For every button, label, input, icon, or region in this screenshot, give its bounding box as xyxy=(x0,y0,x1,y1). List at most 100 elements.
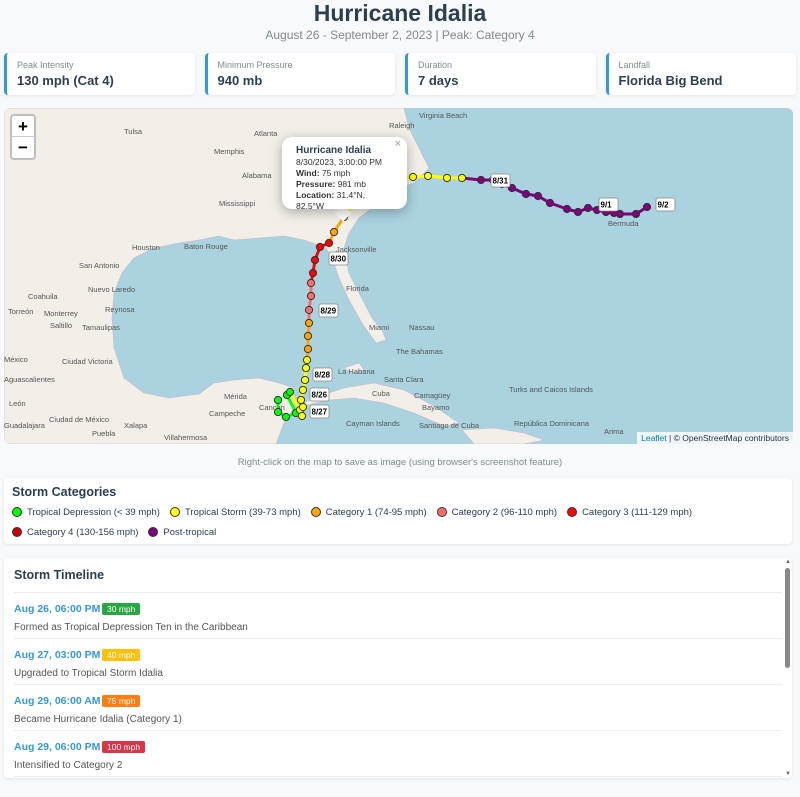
track-point[interactable] xyxy=(306,278,316,288)
track-point[interactable] xyxy=(297,411,307,421)
track-point[interactable] xyxy=(315,242,325,252)
track-point[interactable] xyxy=(304,318,314,328)
track-point[interactable] xyxy=(573,207,583,217)
track-point[interactable] xyxy=(583,203,593,213)
track-point[interactable] xyxy=(300,375,310,385)
place-label: Aguascalientes xyxy=(4,375,55,384)
category-dot-icon xyxy=(148,527,159,537)
event-date: Aug 29, 06:00 AM xyxy=(14,695,101,707)
place-label: Raleigh xyxy=(389,121,414,130)
legend-item: Tropical Storm (39-73 mph) xyxy=(169,505,301,519)
place-label: Coahuila xyxy=(28,292,58,301)
wind-badge: 100 mph xyxy=(102,741,146,753)
track-point[interactable] xyxy=(298,402,308,412)
track-point[interactable] xyxy=(302,355,312,365)
date-label: 8/28 xyxy=(312,367,333,382)
track-point[interactable] xyxy=(298,385,308,395)
track-point[interactable] xyxy=(408,172,418,182)
timeline-event: Aug 30, 03:00 AM120 mphFurther strengthe… xyxy=(14,777,782,778)
place-label: Villahermosa xyxy=(164,433,208,442)
popup-title: Hurricane Idalia xyxy=(296,145,372,156)
zoom-control: + − xyxy=(10,114,36,160)
track-point[interactable] xyxy=(457,173,467,183)
track-point[interactable] xyxy=(281,412,291,422)
wind-badge: 30 mph xyxy=(102,603,141,615)
popup-pressure: Pressure: 981 mb xyxy=(296,179,366,189)
track-point[interactable] xyxy=(507,183,517,193)
track-point[interactable] xyxy=(308,268,318,278)
svg-text:8/28: 8/28 xyxy=(315,371,331,380)
track-point[interactable] xyxy=(423,171,433,181)
scrollbar-thumb[interactable] xyxy=(785,568,790,668)
track-point[interactable] xyxy=(303,331,313,341)
scroll-down-arrow[interactable]: ▼ xyxy=(785,771,791,777)
track-point[interactable] xyxy=(273,407,283,417)
place-label: Cuba xyxy=(372,389,391,398)
wind-badge: 40 mph xyxy=(102,649,141,661)
track-point[interactable] xyxy=(296,395,306,405)
track-point[interactable] xyxy=(273,395,283,405)
timeline-event: Aug 27, 03:00 PM 40 mph Upgraded to Tropic… xyxy=(14,639,782,685)
place-label: Baton Rouge xyxy=(184,242,228,251)
map-hint: Right-click on the map to save as image … xyxy=(237,457,563,468)
place-label: Nassau xyxy=(409,323,434,332)
place-label: Mérida xyxy=(224,392,248,401)
svg-text:8/29: 8/29 xyxy=(321,307,337,316)
legend-panel: Storm Categories Tropical Depression (< … xyxy=(4,478,792,544)
timeline-event: Aug 29, 06:00 AM 75 mph Became Hurricane I… xyxy=(14,685,782,731)
timeline-panel[interactable]: Storm Timeline Aug 26, 06:00 PM 30 mph For… xyxy=(4,558,792,778)
leaflet-link[interactable]: Leaflet xyxy=(641,433,667,443)
track-point[interactable] xyxy=(306,291,316,301)
track-point[interactable] xyxy=(310,255,320,265)
place-label: The Bahamas xyxy=(396,347,443,356)
legend-item: Category 1 (74-95 mph) xyxy=(310,505,427,519)
stat-value: 940 mb xyxy=(217,73,263,88)
legend-item: Category 4 (130-156 mph) xyxy=(12,525,138,539)
stat-card: Landfall Florida Big Bend xyxy=(605,53,796,95)
place-label: Atlanta xyxy=(254,129,278,138)
timeline-title: Storm Timeline xyxy=(14,566,782,593)
track-point[interactable] xyxy=(642,202,652,212)
track-point[interactable] xyxy=(303,344,313,354)
track-point[interactable] xyxy=(533,191,543,201)
storm-map[interactable]: Virginia Beach Raleigh Tulsa Memphis Atlanta… xyxy=(4,108,793,444)
track-point[interactable] xyxy=(329,227,339,237)
zoom-out-button[interactable]: − xyxy=(18,138,28,157)
track-point[interactable] xyxy=(285,387,295,397)
svg-text:8/31: 8/31 xyxy=(493,177,509,186)
scroll-up-arrow[interactable]: ▲ xyxy=(785,559,791,565)
legend-item: Post-tropical xyxy=(148,525,216,539)
legend-title: Storm Categories xyxy=(12,485,117,499)
zoom-in-button[interactable]: + xyxy=(12,116,34,137)
category-dot-icon xyxy=(169,507,180,517)
place-label: Tamaulipas xyxy=(82,323,120,332)
track-point[interactable] xyxy=(521,189,531,199)
event-date: Aug 29, 06:00 PM xyxy=(14,741,101,753)
track-point[interactable] xyxy=(631,209,641,219)
popup-close-button[interactable]: × xyxy=(394,138,401,150)
date-label: 9/2 xyxy=(655,197,676,212)
place-label: Santiago de Cuba xyxy=(419,421,480,430)
track-point[interactable] xyxy=(324,238,334,248)
place-label: Memphis xyxy=(214,147,245,156)
track-point[interactable] xyxy=(562,204,572,214)
place-label: Guadalajara xyxy=(4,421,46,430)
popup-time: 8/30/2023, 3:00:00 PM xyxy=(296,157,383,167)
place-label: Ciudad de México xyxy=(49,415,109,424)
svg-text:9/1: 9/1 xyxy=(601,201,613,210)
place-label: La Habana xyxy=(338,367,376,376)
track-point[interactable] xyxy=(615,209,625,219)
svg-text:8/26: 8/26 xyxy=(312,391,328,400)
track-point[interactable] xyxy=(301,363,311,373)
track-point[interactable] xyxy=(476,175,486,185)
map-attribution: Leaflet | © OpenStreetMap contributors xyxy=(637,432,793,444)
stat-value: 7 days xyxy=(418,73,459,88)
place-label: San Antonio xyxy=(79,261,119,270)
place-label: Torreón xyxy=(8,307,33,316)
track-point[interactable] xyxy=(545,198,555,208)
track-point[interactable] xyxy=(442,173,452,183)
track-point[interactable] xyxy=(304,305,314,315)
timeline-event: Aug 26, 06:00 PM 30 mph Formed as Tropical… xyxy=(14,593,782,639)
place-label: Alabama xyxy=(242,171,272,180)
place-label: Houston xyxy=(132,243,160,252)
